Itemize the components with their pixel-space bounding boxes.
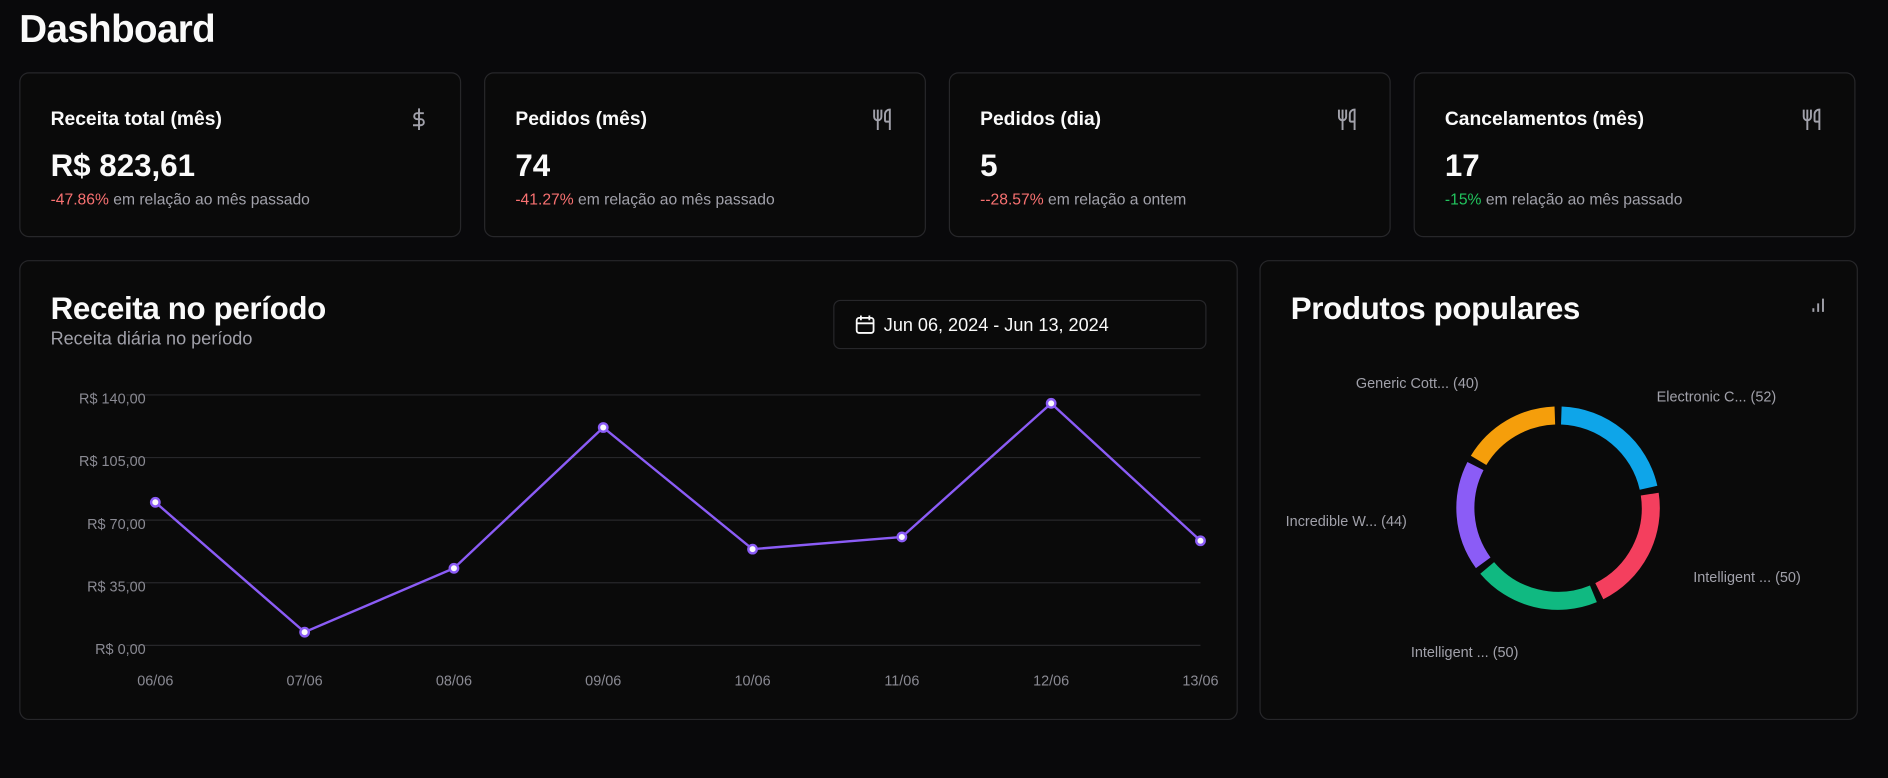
donut-label: Incredible W... (44) <box>1286 514 1407 530</box>
page-title: Dashboard <box>19 7 216 51</box>
utensils-icon <box>873 108 891 131</box>
y-tick-label: R$ 140,00 <box>79 392 146 408</box>
donut-segment <box>1470 406 1556 466</box>
y-tick-label: R$ 70,00 <box>87 517 146 533</box>
stat-card: Pedidos (dia) 5 --28.57% em relação a on… <box>948 72 1391 238</box>
card-change: -41.27% em relação ao mês passado <box>515 190 774 208</box>
card-change: -47.86% em relação ao mês passado <box>51 190 310 208</box>
utensils-icon <box>1802 108 1821 131</box>
x-tick-label: 09/06 <box>585 673 621 689</box>
change: -15% <box>1444 190 1482 209</box>
data-point <box>1195 535 1206 547</box>
card-title: Receita total (mês) <box>50 109 222 131</box>
dollar-icon <box>413 108 425 131</box>
card-change: -15% em relação ao mês passado <box>1445 190 1683 208</box>
x-tick-label: 07/06 <box>287 673 323 689</box>
donut-label: Intelligent ... (50) <box>1411 645 1519 661</box>
data-point <box>448 562 460 574</box>
products-panel: Produtos populares <box>1259 260 1858 721</box>
card-change: --28.57% em relação a ontem <box>980 190 1186 208</box>
note: em relação ao mês passado <box>1485 190 1683 209</box>
change: -47.86% <box>50 190 109 209</box>
y-tick-label: R$ 35,00 <box>87 579 146 595</box>
data-point <box>1045 397 1057 409</box>
utensils-icon <box>1337 108 1356 131</box>
stat-card: Cancelamentos (mês) 17 -15% em relação a… <box>1413 72 1856 238</box>
data-point <box>149 496 161 508</box>
card-value: 17 <box>1444 146 1480 184</box>
note: em relação ao mês passado <box>113 190 310 209</box>
donut-segment <box>1480 561 1597 610</box>
note: em relação ao mês passado <box>578 190 775 209</box>
x-tick-label: 11/06 <box>884 673 919 689</box>
calendar-icon <box>855 315 875 334</box>
donut-label: Generic Cott... (40) <box>1356 376 1479 392</box>
panel-subtitle: Receita diária no período <box>50 328 253 350</box>
x-tick-label: 10/06 <box>734 673 770 689</box>
revenue-panel: Receita no período Receita diária no per… <box>19 260 1238 721</box>
donut-segment <box>1595 492 1660 600</box>
donut-segment <box>1456 461 1491 569</box>
change: -41.27% <box>515 190 574 209</box>
date-range: Jun 06, 2024 - Jun 13, 2024 <box>883 315 1109 336</box>
chart-icon <box>1812 298 1824 312</box>
x-tick-label: 06/06 <box>137 673 173 689</box>
x-tick-label: 12/06 <box>1033 673 1069 689</box>
card-value: 74 <box>515 146 551 184</box>
y-tick-label: R$ 0,00 <box>95 642 146 658</box>
x-tick-label: 13/06 <box>1182 673 1218 689</box>
stat-card: Receita total (mês) R$ 823,61 -47.86% em… <box>19 72 462 238</box>
date-range-picker[interactable]: Jun 06, 2024 - Jun 13, 2024 <box>833 299 1207 350</box>
data-point <box>597 422 609 433</box>
card-title: Cancelamentos (mês) <box>1444 109 1645 131</box>
panel-title: Produtos populares <box>1290 290 1581 327</box>
card-title: Pedidos (dia) <box>980 109 1102 131</box>
change: --28.57% <box>980 190 1044 209</box>
note: em relação a ontem <box>1048 190 1187 209</box>
panel-title: Receita no período <box>50 290 327 327</box>
donut-segment <box>1560 406 1658 491</box>
donut-label: Electronic C... (52) <box>1657 389 1777 405</box>
data-point <box>896 531 908 543</box>
stat-card: Pedidos (mês) 74 -41.27% em relação ao m… <box>484 72 926 238</box>
revenue-line <box>154 401 1202 634</box>
card-title: Pedidos (mês) <box>515 109 648 131</box>
data-point <box>299 626 311 638</box>
x-tick-label: 08/06 <box>436 673 472 689</box>
data-point <box>747 543 758 555</box>
card-value: 5 <box>980 146 998 184</box>
donut-label: Intelligent ... (50) <box>1693 570 1801 586</box>
y-tick-label: R$ 105,00 <box>79 454 146 470</box>
card-value: R$ 823,61 <box>50 146 196 184</box>
